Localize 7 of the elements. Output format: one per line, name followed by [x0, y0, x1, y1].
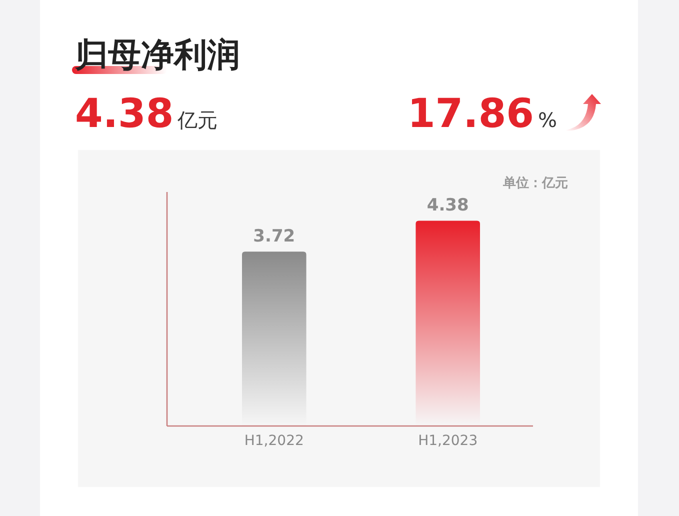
text: 单位：亿元	[502, 175, 568, 191]
data-label: 4.38	[426, 196, 469, 216]
data-label: 3.72	[253, 226, 296, 247]
chart-title: 归母净利润	[74, 35, 240, 74]
x-tick-label: H1,2023	[418, 433, 478, 449]
x-tick-label: H1,2022	[244, 433, 304, 449]
text: 17.86%	[407, 91, 557, 137]
